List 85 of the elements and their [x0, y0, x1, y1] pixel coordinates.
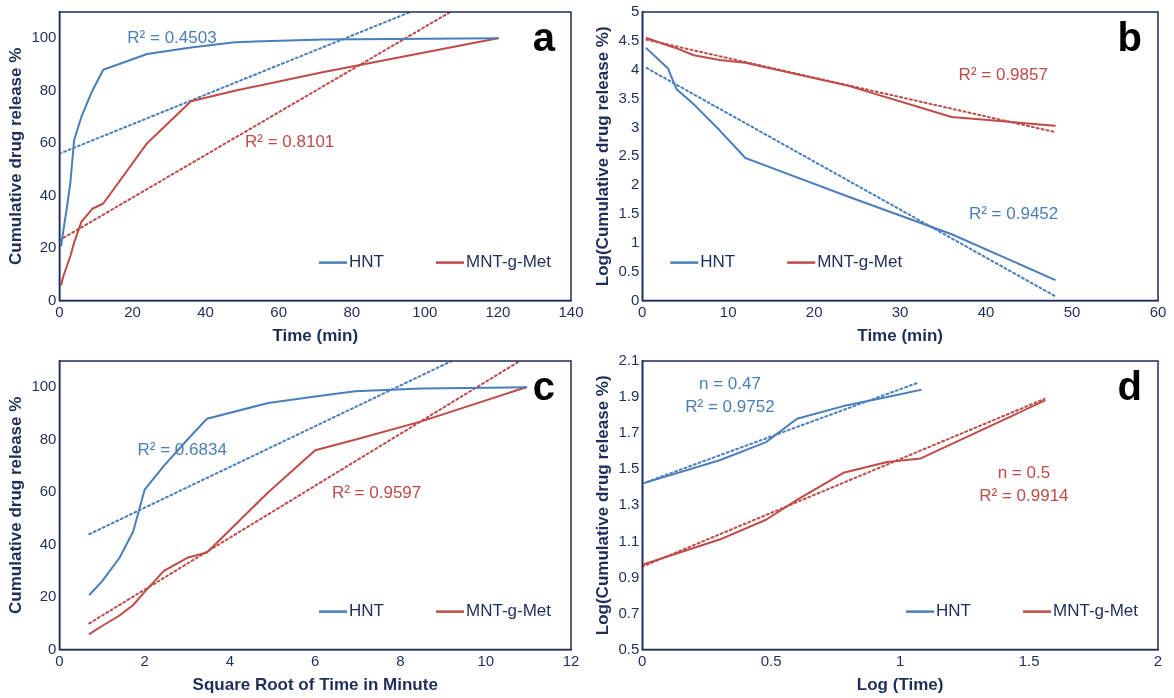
y-tick-label: 1 — [630, 233, 640, 251]
x-axis-title: Square Root of Time in Minute — [192, 675, 438, 695]
y-tick-label: 80 — [39, 80, 57, 98]
legend-label: HNT — [349, 601, 385, 621]
y-tick-label: 3.5 — [618, 88, 640, 106]
y-tick-label: 4 — [630, 59, 640, 77]
x-tick-label: 2 — [1153, 651, 1163, 669]
annotation: R² = 0.9857 — [958, 65, 1048, 85]
y-tick-label: 1.5 — [618, 459, 640, 477]
x-tick-label: 12 — [562, 651, 580, 669]
y-axis-title: Log(Cumulative drug release %) — [592, 375, 612, 636]
x-tick-label: 20 — [124, 302, 141, 320]
x-tick-label: 60 — [270, 302, 288, 320]
y-tick-label: 60 — [39, 482, 57, 500]
y-tick-label: 4.5 — [618, 31, 640, 48]
y-tick-label: 3 — [630, 117, 640, 135]
annotation: R² = 0.9452 — [968, 203, 1059, 223]
y-axis-title: Cumulative drug release % — [5, 396, 25, 614]
annotation: R² = 0.4503 — [127, 27, 217, 47]
legend-label: HNT — [700, 252, 736, 272]
annotation: n = 0.47 — [698, 373, 761, 393]
y-tick-label: 0.5 — [618, 261, 640, 279]
x-tick-label: 1.5 — [1018, 651, 1040, 669]
x-tick-label: 20 — [805, 302, 823, 320]
x-tick-label: 1 — [895, 651, 905, 669]
x-tick-label: 4 — [225, 651, 235, 669]
x-tick-label: 40 — [977, 302, 995, 320]
legend-label: HNT — [936, 601, 972, 621]
x-tick-label: 10 — [477, 651, 495, 669]
x-tick-label: 100 — [412, 302, 438, 320]
chart-title: b — [1117, 15, 1142, 60]
y-tick-label: 1.1 — [618, 531, 640, 549]
y-tick-label: 0.5 — [618, 639, 640, 657]
y-tick-label: 0 — [48, 639, 57, 657]
y-tick-label: 1.3 — [618, 495, 640, 513]
y-tick-label: 1.5 — [618, 204, 640, 222]
y-tick-label: 40 — [39, 185, 57, 203]
y-tick-label: 0 — [630, 290, 640, 308]
x-tick-label: 2 — [140, 651, 149, 669]
annotation: R² = 0.9597 — [331, 483, 422, 503]
x-tick-label: 50 — [1063, 302, 1081, 320]
legend-label: MNT-g-Met — [1053, 601, 1139, 621]
legend-label: MNT-g-Met — [466, 601, 552, 621]
x-tick-label: 8 — [396, 651, 405, 669]
y-tick-label: 100 — [31, 28, 57, 46]
y-tick-label: 100 — [31, 377, 57, 395]
y-tick-label: 0 — [48, 290, 57, 308]
x-axis-title: Time (min) — [272, 326, 359, 346]
y-tick-label: 0.9 — [618, 567, 640, 585]
y-tick-label: 5 — [630, 2, 640, 20]
annotation: n = 0.5 — [997, 463, 1051, 483]
y-tick-label: 80 — [39, 429, 57, 447]
y-tick-label: 20 — [39, 238, 57, 256]
x-axis-title: Log (Time) — [856, 675, 944, 695]
x-tick-label: 80 — [343, 302, 361, 320]
chart-title: c — [532, 364, 555, 409]
annotation: R² = 0.9914 — [979, 486, 1069, 506]
chart-title: a — [532, 15, 556, 60]
x-tick-label: 30 — [891, 302, 909, 320]
x-tick-label: 6 — [311, 651, 320, 669]
x-tick-label: 60 — [1149, 302, 1167, 320]
chart-title: d — [1117, 364, 1142, 409]
y-tick-label: 2 — [630, 175, 640, 193]
x-tick-label: 10 — [719, 302, 737, 320]
y-axis-title: Cumulative drug release % — [5, 47, 25, 265]
annotation: R² = 0.8101 — [244, 131, 335, 151]
y-tick-label: 2.1 — [618, 351, 640, 369]
legend-label: MNT-g-Met — [466, 252, 552, 272]
y-tick-label: 20 — [39, 587, 57, 605]
y-axis-title: Log(Cumulative drug release %) — [592, 26, 612, 287]
annotation: R² = 0.9752 — [685, 396, 775, 416]
x-tick-label: 40 — [197, 302, 214, 320]
x-tick-label: 0.5 — [760, 651, 782, 669]
annotation: R² = 0.6834 — [137, 440, 227, 460]
x-axis-title: Time (min) — [857, 326, 943, 346]
legend-label: HNT — [349, 252, 385, 272]
y-tick-label: 1.7 — [618, 423, 640, 441]
y-tick-label: 1.9 — [618, 387, 640, 405]
legend-label: MNT-g-Met — [817, 252, 903, 272]
x-tick-label: 120 — [485, 302, 511, 320]
x-tick-label: 140 — [558, 302, 584, 320]
y-tick-label: 40 — [39, 534, 57, 552]
y-tick-label: 2.5 — [618, 146, 640, 164]
y-tick-label: 60 — [39, 133, 57, 151]
y-tick-label: 0.7 — [618, 603, 640, 621]
